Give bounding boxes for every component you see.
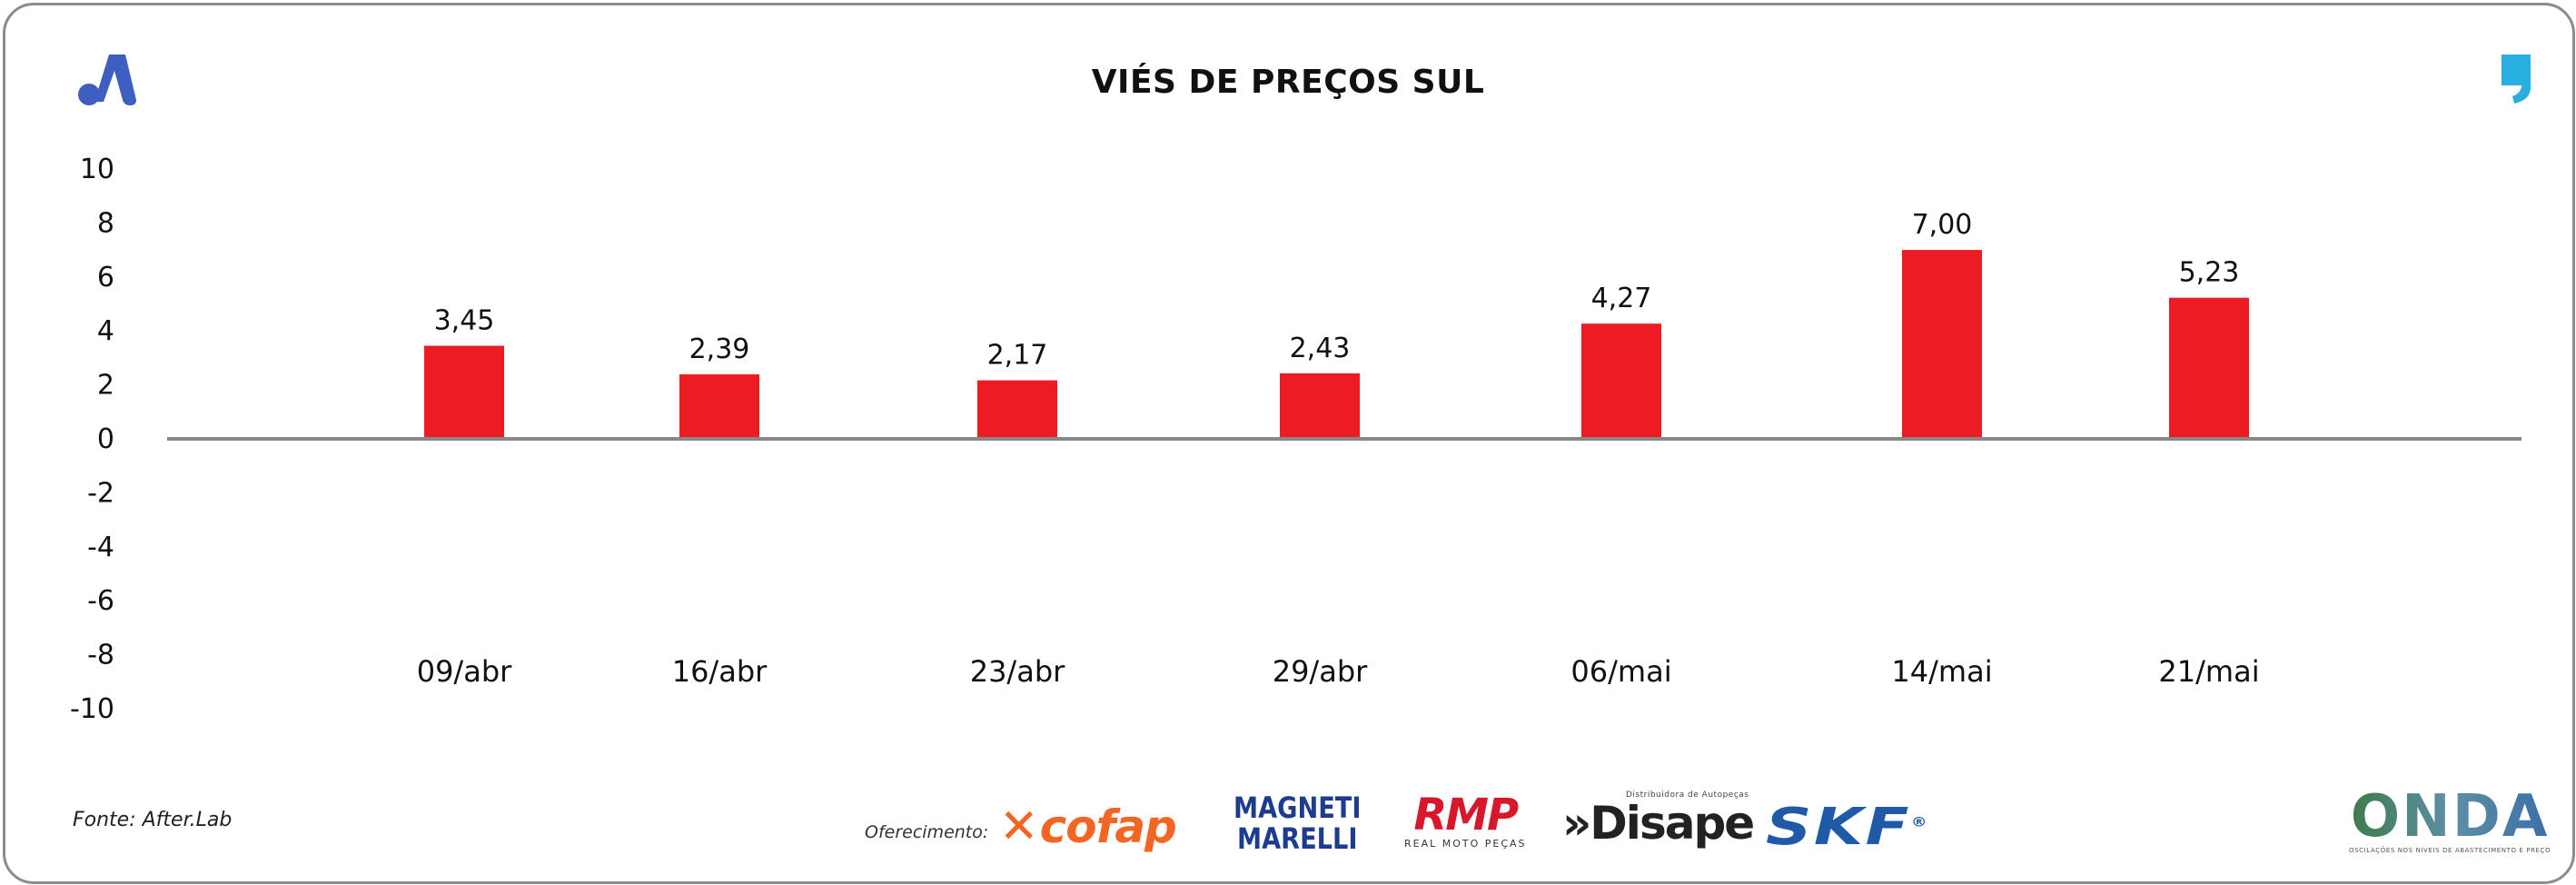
chart-title: VIÉS DE PREÇOS SUL — [1091, 64, 1485, 101]
x-tick-label: 21/mai — [2158, 654, 2259, 689]
skf-logo: SKF® — [1766, 798, 1929, 857]
y-tick-label: 4 — [97, 315, 114, 347]
bar — [679, 374, 759, 439]
cofap-x-icon: ✕ — [999, 800, 1039, 854]
bar — [1280, 373, 1360, 439]
onda-logo-subtitle: OSCILAÇÕES NOS NÍVEIS DE ABASTECIMENTO E… — [2349, 847, 2551, 854]
x-tick-label: 14/mai — [1891, 654, 1992, 689]
data-label: 3,45 — [434, 305, 495, 337]
y-tick-label: -2 — [87, 477, 114, 509]
source-note: Fonte: After.Lab — [73, 809, 233, 831]
cofap-logo-text: cofap — [1039, 800, 1177, 853]
sponsor-label: Oferecimento: — [865, 822, 989, 842]
x-tick-label: 16/abr — [672, 654, 768, 689]
quote-icon — [2502, 55, 2531, 104]
y-tick-label: -6 — [87, 585, 114, 617]
rmp-logo-text: RMP — [1413, 790, 1519, 840]
magneti-marelli-logo: MAGNETI MARELLI — [1234, 792, 1361, 854]
skf-logo-text: SKF — [1766, 798, 1911, 857]
bar — [977, 380, 1057, 439]
onda-logo: ONDA OSCILAÇÕES NOS NÍVEIS DE ABASTECIME… — [2349, 787, 2551, 854]
bar — [1581, 323, 1661, 439]
registered-mark: ® — [1910, 815, 1929, 830]
disape-logo-text: »Disape — [1562, 797, 1755, 850]
disape-logo: Distribuidora de Autopeças »Disape — [1562, 791, 1755, 850]
magneti-logo-line1: MAGNETI — [1234, 791, 1362, 825]
y-tick-label: 10 — [80, 154, 114, 185]
rmp-logo: RMP REAL MOTO PEÇAS — [1404, 792, 1527, 850]
x-tick-label: 09/abr — [417, 654, 512, 689]
data-label: 4,27 — [1591, 283, 1652, 314]
x-tick-label: 06/mai — [1570, 654, 1671, 689]
data-label: 2,39 — [689, 333, 750, 365]
data-label: 5,23 — [2179, 257, 2240, 289]
onda-logo-text: ONDA — [2350, 783, 2550, 850]
bar — [2169, 297, 2249, 439]
y-tick-label: -8 — [87, 640, 114, 671]
y-tick-label: -10 — [70, 693, 114, 725]
x-tick-label: 29/abr — [1273, 654, 1368, 689]
magneti-logo-line2: MARELLI — [1237, 821, 1358, 856]
cofap-logo: ✕ cofap — [999, 800, 1177, 854]
chart-frame — [3, 3, 2575, 884]
y-tick-label: -4 — [87, 532, 114, 563]
y-tick-label: 6 — [97, 262, 114, 293]
data-label: 2,17 — [987, 340, 1048, 372]
y-tick-label: 8 — [97, 207, 114, 239]
data-label: 2,43 — [1290, 333, 1351, 364]
disape-logo-subtitle: Distribuidora de Autopeças — [1626, 791, 1749, 800]
y-tick-label: 2 — [97, 370, 114, 402]
brand-a-icon — [78, 55, 136, 105]
x-tick-label: 23/abr — [970, 654, 1065, 689]
y-tick-label: 0 — [97, 423, 114, 455]
rmp-logo-subtitle: REAL MOTO PEÇAS — [1404, 838, 1527, 850]
bar — [1902, 250, 1982, 439]
bar — [424, 345, 504, 439]
data-label: 7,00 — [1912, 209, 1973, 241]
